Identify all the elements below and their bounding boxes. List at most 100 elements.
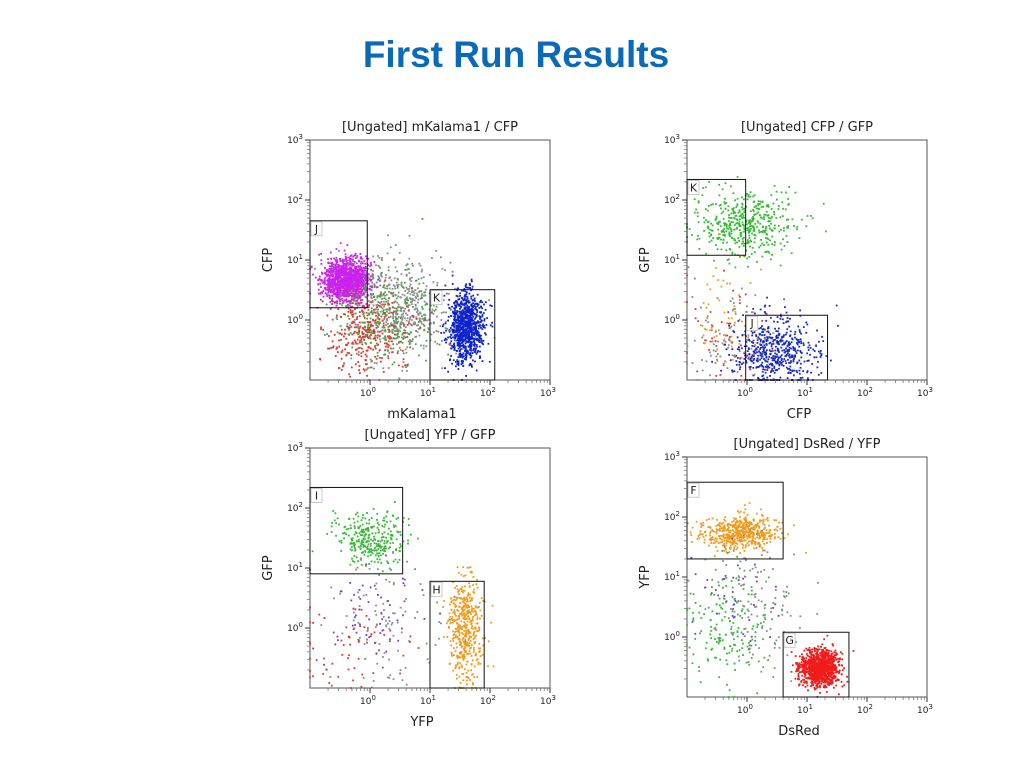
data-point [470, 328, 473, 331]
data-point [361, 331, 364, 333]
data-point [740, 344, 742, 347]
data-point [411, 262, 414, 265]
data-point [381, 258, 383, 261]
data-point [459, 352, 462, 355]
data-point [733, 331, 736, 334]
data-point [399, 340, 402, 343]
data-point [351, 282, 354, 284]
data-point [354, 300, 357, 303]
data-point [468, 328, 471, 331]
data-point [738, 364, 741, 366]
gate-label: K [433, 292, 441, 305]
data-point [758, 246, 761, 249]
data-point [408, 290, 410, 293]
data-point [464, 299, 467, 302]
data-point [764, 213, 767, 216]
data-point [358, 329, 360, 332]
data-point [332, 345, 335, 348]
data-point [742, 361, 745, 364]
data-point [354, 280, 357, 283]
data-point [370, 289, 373, 292]
data-point [763, 347, 765, 349]
data-point [355, 280, 358, 282]
data-point [358, 538, 360, 541]
data-point [760, 344, 763, 346]
data-point [806, 323, 809, 326]
data-point [402, 306, 404, 309]
data-point [463, 317, 466, 319]
data-point [448, 307, 451, 310]
data-point [324, 286, 327, 289]
data-point [349, 267, 351, 269]
data-point [377, 531, 380, 534]
data-point [346, 272, 349, 274]
data-point [462, 365, 465, 367]
data-point [451, 305, 453, 308]
data-point [386, 287, 388, 290]
data-point [356, 256, 359, 259]
data-point [757, 377, 759, 379]
data-point [333, 334, 336, 336]
data-point [740, 214, 742, 216]
data-point [825, 355, 828, 357]
data-point [348, 327, 351, 330]
data-point [752, 339, 755, 342]
data-point [453, 311, 456, 314]
data-point [464, 306, 467, 309]
data-point [762, 229, 765, 232]
data-point [365, 296, 368, 299]
data-point [723, 222, 726, 225]
data-point [383, 519, 386, 522]
x-tick-label: 101 [420, 386, 436, 399]
data-point [457, 362, 460, 365]
data-point [321, 279, 324, 282]
data-point [766, 205, 769, 207]
data-point [354, 363, 357, 366]
data-point [376, 552, 379, 555]
data-point [773, 365, 776, 368]
data-point [382, 309, 385, 312]
data-point [380, 303, 383, 306]
data-point [338, 523, 340, 526]
data-point [359, 341, 361, 344]
data-point [691, 234, 693, 236]
data-point [382, 371, 385, 373]
data-point [414, 568, 416, 570]
data-point [333, 268, 335, 271]
data-point [736, 241, 738, 244]
data-point [339, 332, 342, 335]
data-point [743, 352, 746, 355]
data-point [407, 542, 409, 545]
data-point [328, 275, 331, 277]
data-point [456, 663, 459, 666]
data-point [361, 347, 363, 350]
data-point [335, 316, 338, 319]
data-point [360, 284, 363, 287]
data-point [469, 593, 471, 596]
data-point [704, 319, 707, 322]
data-point [423, 329, 425, 332]
data-point [807, 346, 810, 349]
data-point [725, 249, 728, 252]
data-point [385, 578, 388, 581]
data-point [455, 365, 457, 368]
data-point [741, 221, 744, 224]
data-point [357, 272, 360, 275]
data-point [455, 352, 458, 355]
data-point [741, 206, 743, 209]
data-point [401, 349, 404, 352]
data-point [364, 517, 367, 520]
data-point [354, 312, 357, 315]
data-point [787, 218, 790, 221]
data-points [686, 176, 839, 381]
data-point [769, 353, 772, 355]
data-point [360, 337, 363, 339]
data-point [772, 340, 774, 343]
data-point [354, 330, 356, 333]
data-point [491, 604, 494, 607]
data-point [396, 284, 398, 286]
data-point [419, 264, 422, 267]
data-point [795, 369, 798, 372]
data-point [392, 515, 394, 517]
data-point [330, 531, 333, 533]
